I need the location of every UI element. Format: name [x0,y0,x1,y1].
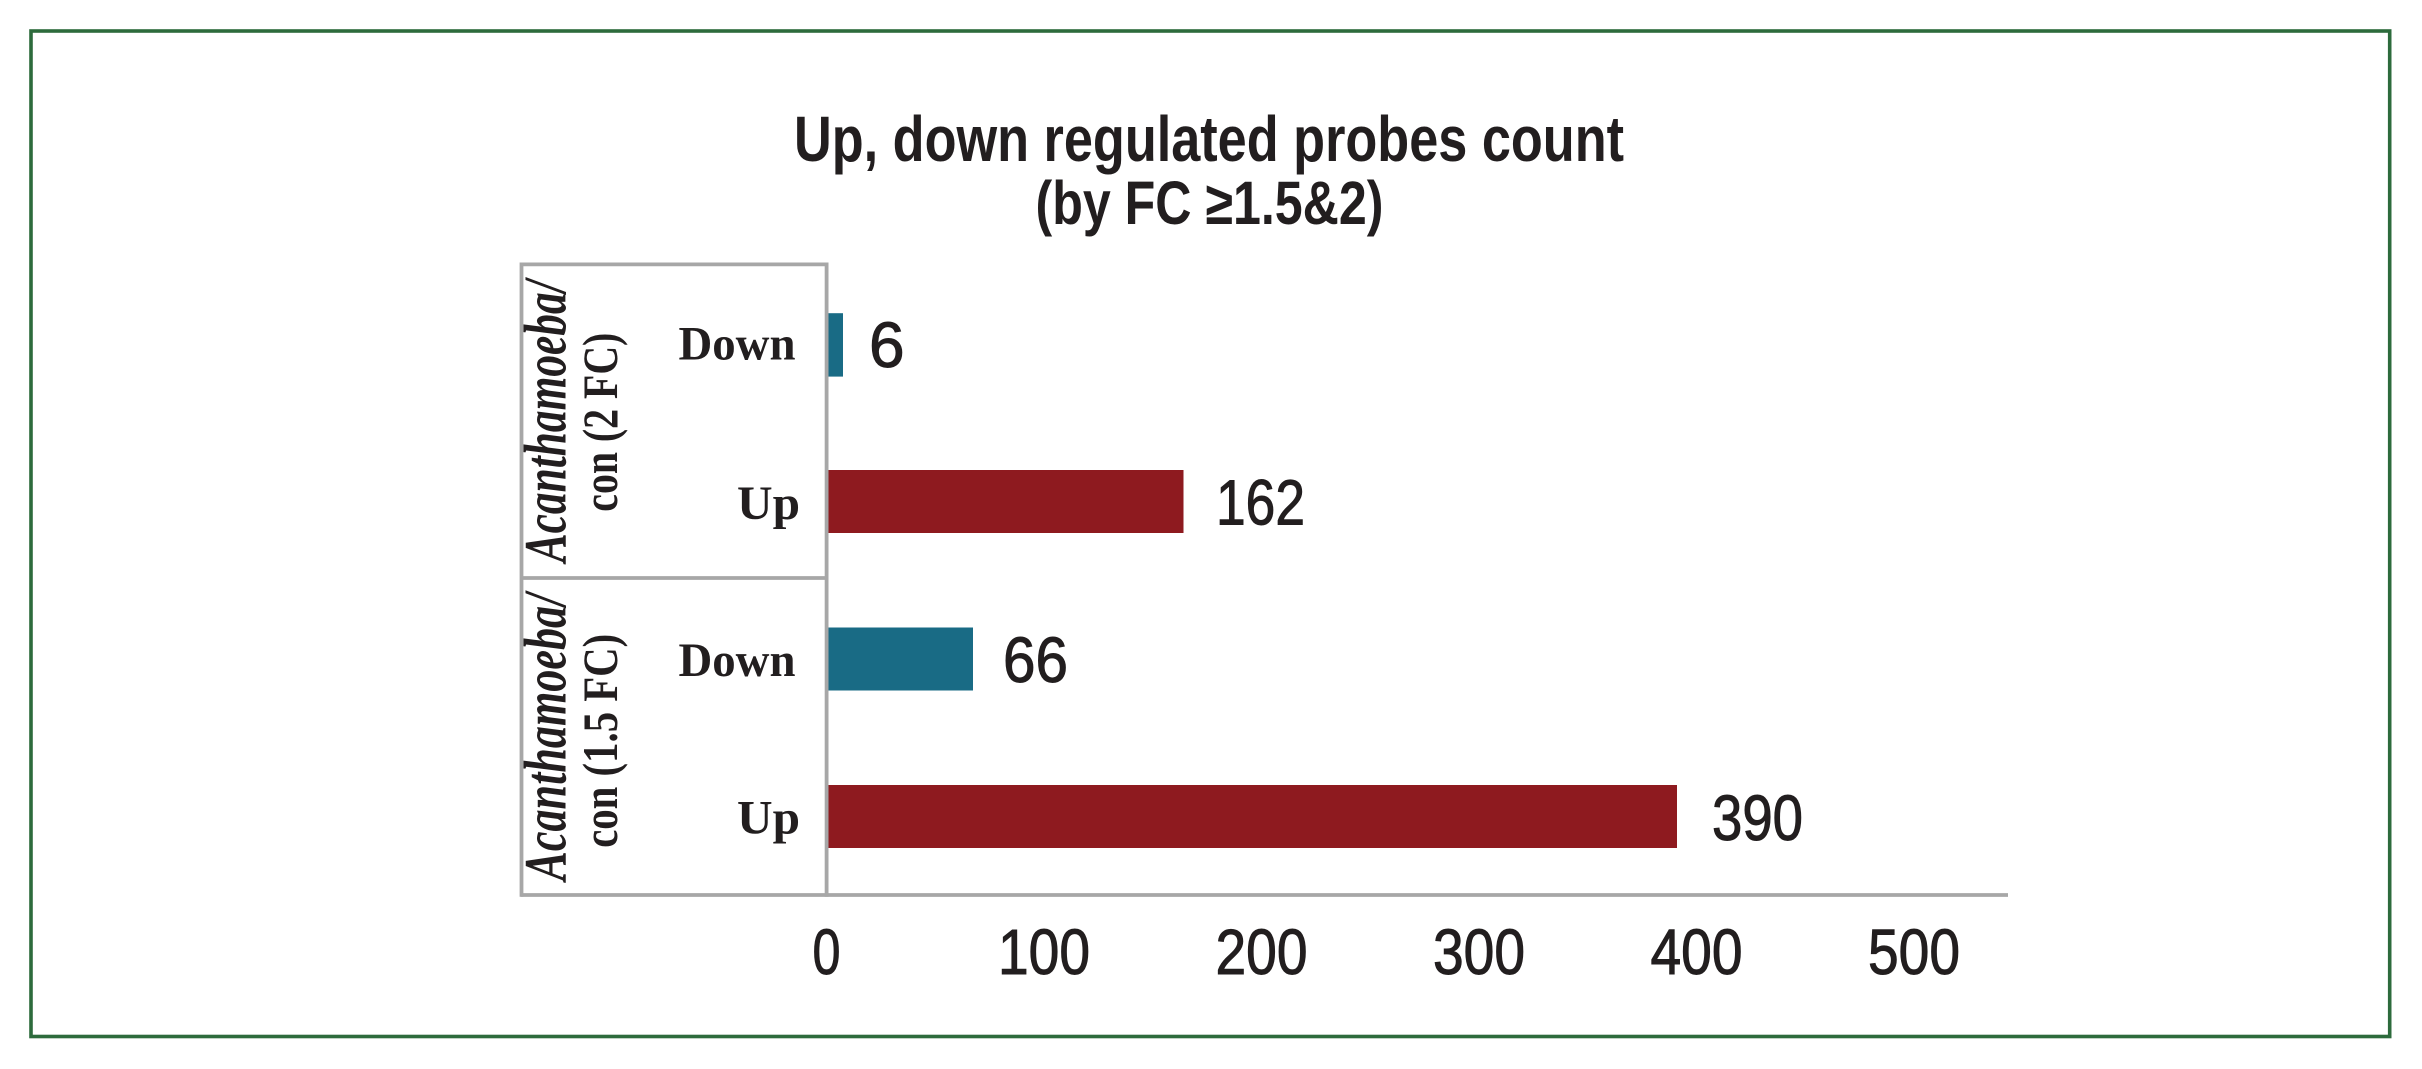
svg-text:Up: Up [737,792,800,845]
svg-text:Acanthamoeba/: Acanthamoeba/ [513,590,579,884]
svg-text:6: 6 [869,309,905,381]
svg-text:Down: Down [679,318,796,371]
svg-text:0: 0 [813,916,841,988]
svg-text:300: 300 [1433,916,1525,988]
svg-text:162: 162 [1216,467,1305,539]
svg-text:100: 100 [998,916,1090,988]
svg-text:con (2 FC): con (2 FC) [572,333,628,512]
svg-text:66: 66 [1003,624,1068,696]
svg-text:(by FC ≥1.5&2): (by FC ≥1.5&2) [1036,169,1384,237]
svg-text:con (1.5 FC): con (1.5 FC) [572,634,628,848]
svg-text:Up, down regulated probes coun: Up, down regulated probes count [794,103,1624,175]
svg-text:Acanthamoeba/: Acanthamoeba/ [513,276,579,565]
svg-text:390: 390 [1712,782,1803,854]
svg-text:Up: Up [737,477,800,530]
svg-text:Down: Down [679,634,796,687]
svg-text:500: 500 [1868,916,1960,988]
svg-text:400: 400 [1651,916,1743,988]
svg-text:200: 200 [1216,916,1308,988]
